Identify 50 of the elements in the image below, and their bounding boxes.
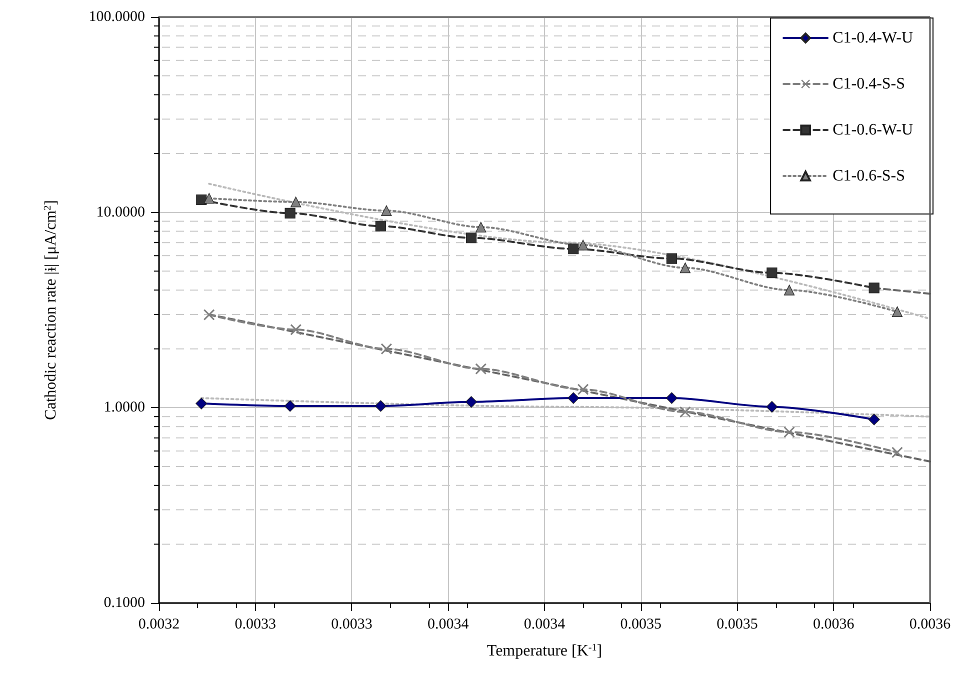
point — [375, 220, 386, 232]
point — [766, 401, 778, 413]
point — [868, 414, 880, 426]
legend-label: C1-0.4-W-U — [832, 30, 914, 46]
point — [784, 426, 795, 438]
point — [666, 253, 678, 264]
x-tick-label: 0.0035 — [620, 616, 662, 632]
x-tick-label: 0.0034 — [428, 616, 470, 632]
point — [892, 306, 903, 317]
point — [476, 222, 486, 232]
point — [578, 384, 589, 395]
point — [680, 262, 691, 274]
y-tick-label: 10.0000 — [96, 204, 145, 220]
point — [290, 196, 302, 208]
point — [578, 240, 588, 250]
point — [284, 400, 296, 412]
legend-label: C1-0.6-S-S — [832, 168, 906, 184]
point — [868, 282, 880, 294]
point — [784, 284, 795, 296]
y-tick-label: 0.1000 — [104, 595, 145, 611]
point — [666, 392, 678, 404]
point — [892, 446, 903, 458]
point — [196, 398, 208, 410]
point — [204, 192, 214, 204]
point — [290, 324, 302, 336]
y-tick-label: 100.0000 — [88, 9, 145, 25]
point — [766, 268, 778, 278]
point — [475, 363, 486, 374]
x-tick-label: 0.0036 — [909, 616, 952, 632]
point — [465, 396, 478, 408]
y-tick-label: 1.0000 — [104, 400, 145, 416]
point — [568, 244, 579, 254]
point — [374, 400, 386, 412]
legend-label: C1-0.6-W-U — [832, 122, 914, 138]
point — [680, 406, 691, 418]
legend-label: C1-0.4-S-S — [832, 76, 906, 92]
y-axis-title: Cathodic reaction rate |ɨ| [μA/cm2] — [42, 200, 60, 420]
point — [204, 309, 215, 320]
x-tick-label: 0.0035 — [716, 616, 758, 632]
point — [196, 194, 207, 206]
point — [466, 232, 477, 244]
point — [380, 343, 392, 354]
x-tick-label: 0.0032 — [138, 616, 180, 632]
x-tick-label: 0.0034 — [524, 616, 566, 632]
x-tick-label: 0.0036 — [813, 616, 855, 632]
x-tick-label: 0.0033 — [234, 616, 276, 632]
point — [284, 208, 296, 218]
point — [568, 392, 580, 404]
x-tick-label: 0.0033 — [331, 616, 372, 632]
point — [381, 205, 392, 216]
